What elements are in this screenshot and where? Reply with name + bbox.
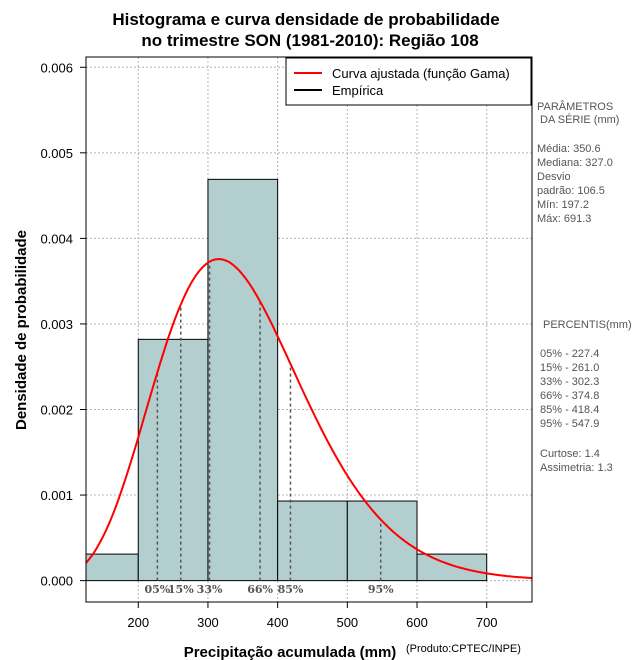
y-tick-label: 0.005 — [40, 146, 73, 161]
percentile-label: 66% — [247, 583, 273, 596]
chart-title-line-2: no trimestre SON (1981-2010): Região 108 — [141, 31, 478, 50]
histogram-bar — [346, 500, 418, 582]
stat-p85: 85% - 418.4 — [540, 404, 599, 416]
y-tick-label: 0.006 — [40, 60, 73, 75]
chart-title-line-1: Histograma e curva densidade de probabil… — [112, 10, 499, 29]
stat-min: Mín: 197.2 — [537, 199, 589, 211]
credit-text: (Produto:CPTEC/INPE) — [406, 643, 521, 655]
stat-mediana: Mediana: 327.0 — [537, 157, 613, 169]
y-axis: 0.000 0.001 0.002 0.003 0.004 0.005 0.006 — [40, 60, 86, 589]
stat-p95: 95% - 547.9 — [540, 418, 599, 430]
percentile-label: 05% — [144, 583, 170, 596]
legend: Curva ajustada (função Gama) Empírica — [285, 57, 532, 106]
percentile-lines — [156, 261, 382, 581]
x-tick-label: 400 — [267, 615, 289, 630]
stat-media: Média: 350.6 — [537, 143, 601, 155]
y-tick-label: 0.003 — [40, 317, 73, 332]
x-axis: 200 300 400 500 600 700 — [127, 602, 498, 630]
stat-desvio-2: padrão: 106.5 — [537, 185, 605, 197]
percentile-label: 85% — [278, 583, 304, 596]
stat-assimetria: Assimetria: 1.3 — [540, 462, 613, 474]
params-title-1: PARÂMETROS — [537, 100, 613, 113]
stat-desvio-1: Desvio — [537, 171, 571, 183]
legend-box — [285, 57, 532, 106]
stat-p33: 33% - 302.3 — [540, 376, 599, 388]
histogram-bars — [85, 178, 488, 582]
percentile-label: 95% — [368, 583, 394, 596]
y-axis-title: Densidade de probabilidade — [13, 230, 30, 430]
y-tick-label: 0.000 — [40, 574, 73, 589]
histogram-bar — [277, 500, 348, 582]
percentile-label: 33% — [197, 583, 223, 596]
gamma-density-curve — [85, 258, 533, 580]
percentis-title: PERCENTIS(mm) — [543, 319, 632, 331]
histogram-bar — [207, 178, 279, 582]
x-axis-title: Precipitação acumulada (mm) — [184, 644, 397, 660]
stat-p66: 66% - 374.8 — [540, 390, 599, 402]
percentile-labels: 05%15% 33% 66% 85% 95% — [144, 583, 394, 596]
stat-p05: 05% - 227.4 — [540, 348, 599, 360]
y-tick-label: 0.004 — [40, 231, 73, 246]
percentile-label: 15% — [168, 583, 194, 596]
legend-empirical-label: Empírica — [332, 83, 384, 98]
histogram-bar — [416, 553, 488, 582]
stats-panel: PARÂMETROS DA SÉRIE (mm) Média: 350.6 Me… — [537, 100, 632, 474]
plot-frame — [85, 56, 533, 603]
x-tick-label: 500 — [336, 615, 358, 630]
legend-curve-label: Curva ajustada (função Gama) — [332, 66, 510, 81]
x-tick-label: 300 — [197, 615, 219, 630]
stat-max: Máx: 691.3 — [537, 213, 591, 225]
y-tick-label: 0.002 — [40, 402, 73, 417]
params-title-2: DA SÉRIE (mm) — [540, 113, 619, 126]
x-tick-label: 600 — [406, 615, 428, 630]
histogram-bar — [85, 553, 139, 582]
y-tick-label: 0.001 — [40, 488, 73, 503]
stat-p15: 15% - 261.0 — [540, 362, 599, 374]
x-tick-label: 700 — [476, 615, 498, 630]
stat-curtose: Curtose: 1.4 — [540, 448, 600, 460]
x-tick-label: 200 — [127, 615, 149, 630]
histogram-bar — [137, 338, 209, 582]
